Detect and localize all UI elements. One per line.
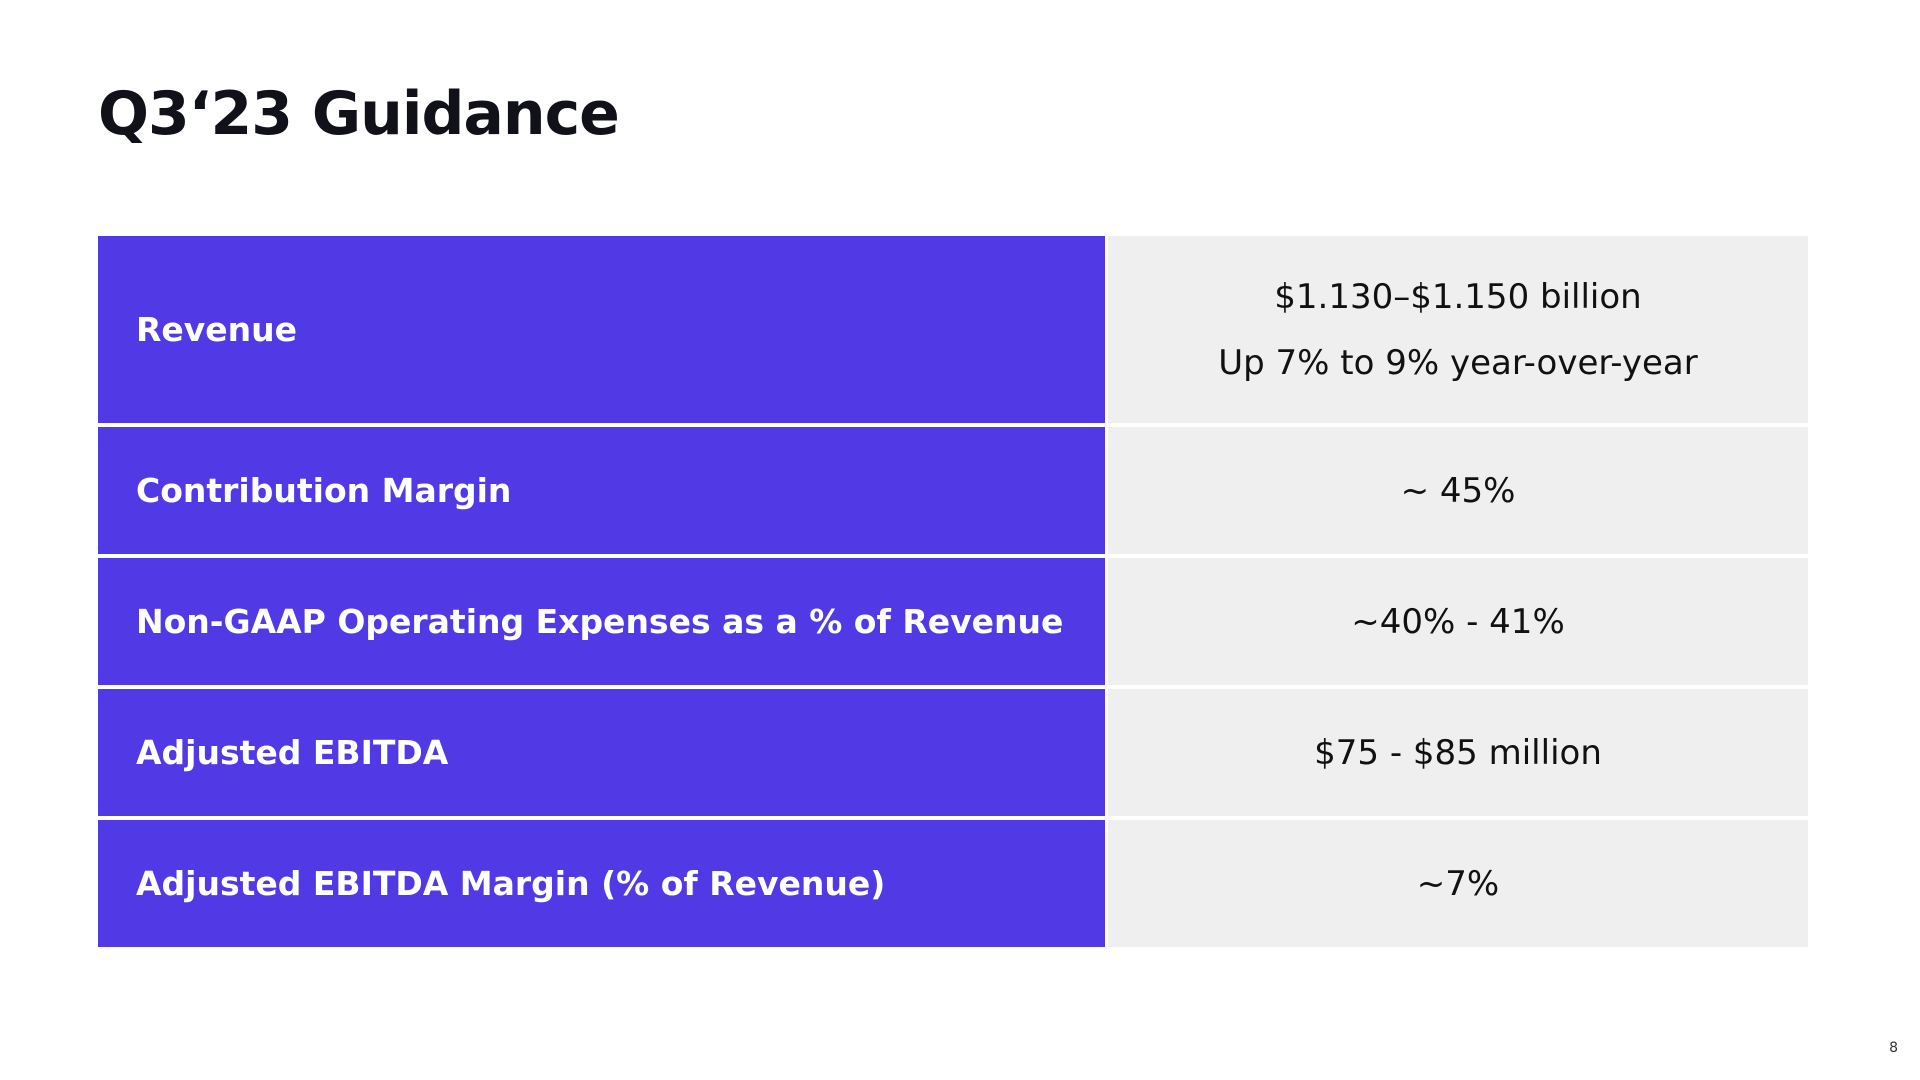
value-line: ~7% <box>1416 863 1500 904</box>
row-value: $1.130–$1.150 billion Up 7% to 9% year-o… <box>1108 236 1808 423</box>
value-line: ~40% - 41% <box>1351 601 1565 642</box>
page-number: 8 <box>1889 1040 1898 1056</box>
table-row: Adjusted EBITDA Margin (% of Revenue) ~7… <box>98 820 1808 947</box>
row-label: Non-GAAP Operating Expenses as a % of Re… <box>98 558 1105 685</box>
table-row: Adjusted EBITDA $75 - $85 million <box>98 689 1808 816</box>
row-label: Revenue <box>98 236 1105 423</box>
value-line: $75 - $85 million <box>1314 732 1602 773</box>
row-value: ~40% - 41% <box>1108 558 1808 685</box>
row-label: Adjusted EBITDA Margin (% of Revenue) <box>98 820 1105 947</box>
row-value: ~ 45% <box>1108 427 1808 554</box>
value-line: $1.130–$1.150 billion <box>1274 276 1642 317</box>
table-row: Revenue $1.130–$1.150 billion Up 7% to 9… <box>98 236 1808 423</box>
row-value: $75 - $85 million <box>1108 689 1808 816</box>
table-row: Contribution Margin ~ 45% <box>98 427 1808 554</box>
row-label: Adjusted EBITDA <box>98 689 1105 816</box>
guidance-table: Revenue $1.130–$1.150 billion Up 7% to 9… <box>98 236 1808 947</box>
page-title: Q3‘23 Guidance <box>98 79 620 149</box>
row-label: Contribution Margin <box>98 427 1105 554</box>
value-line: Up 7% to 9% year-over-year <box>1218 342 1698 383</box>
table-row: Non-GAAP Operating Expenses as a % of Re… <box>98 558 1808 685</box>
row-value: ~7% <box>1108 820 1808 947</box>
value-line: ~ 45% <box>1400 470 1516 511</box>
